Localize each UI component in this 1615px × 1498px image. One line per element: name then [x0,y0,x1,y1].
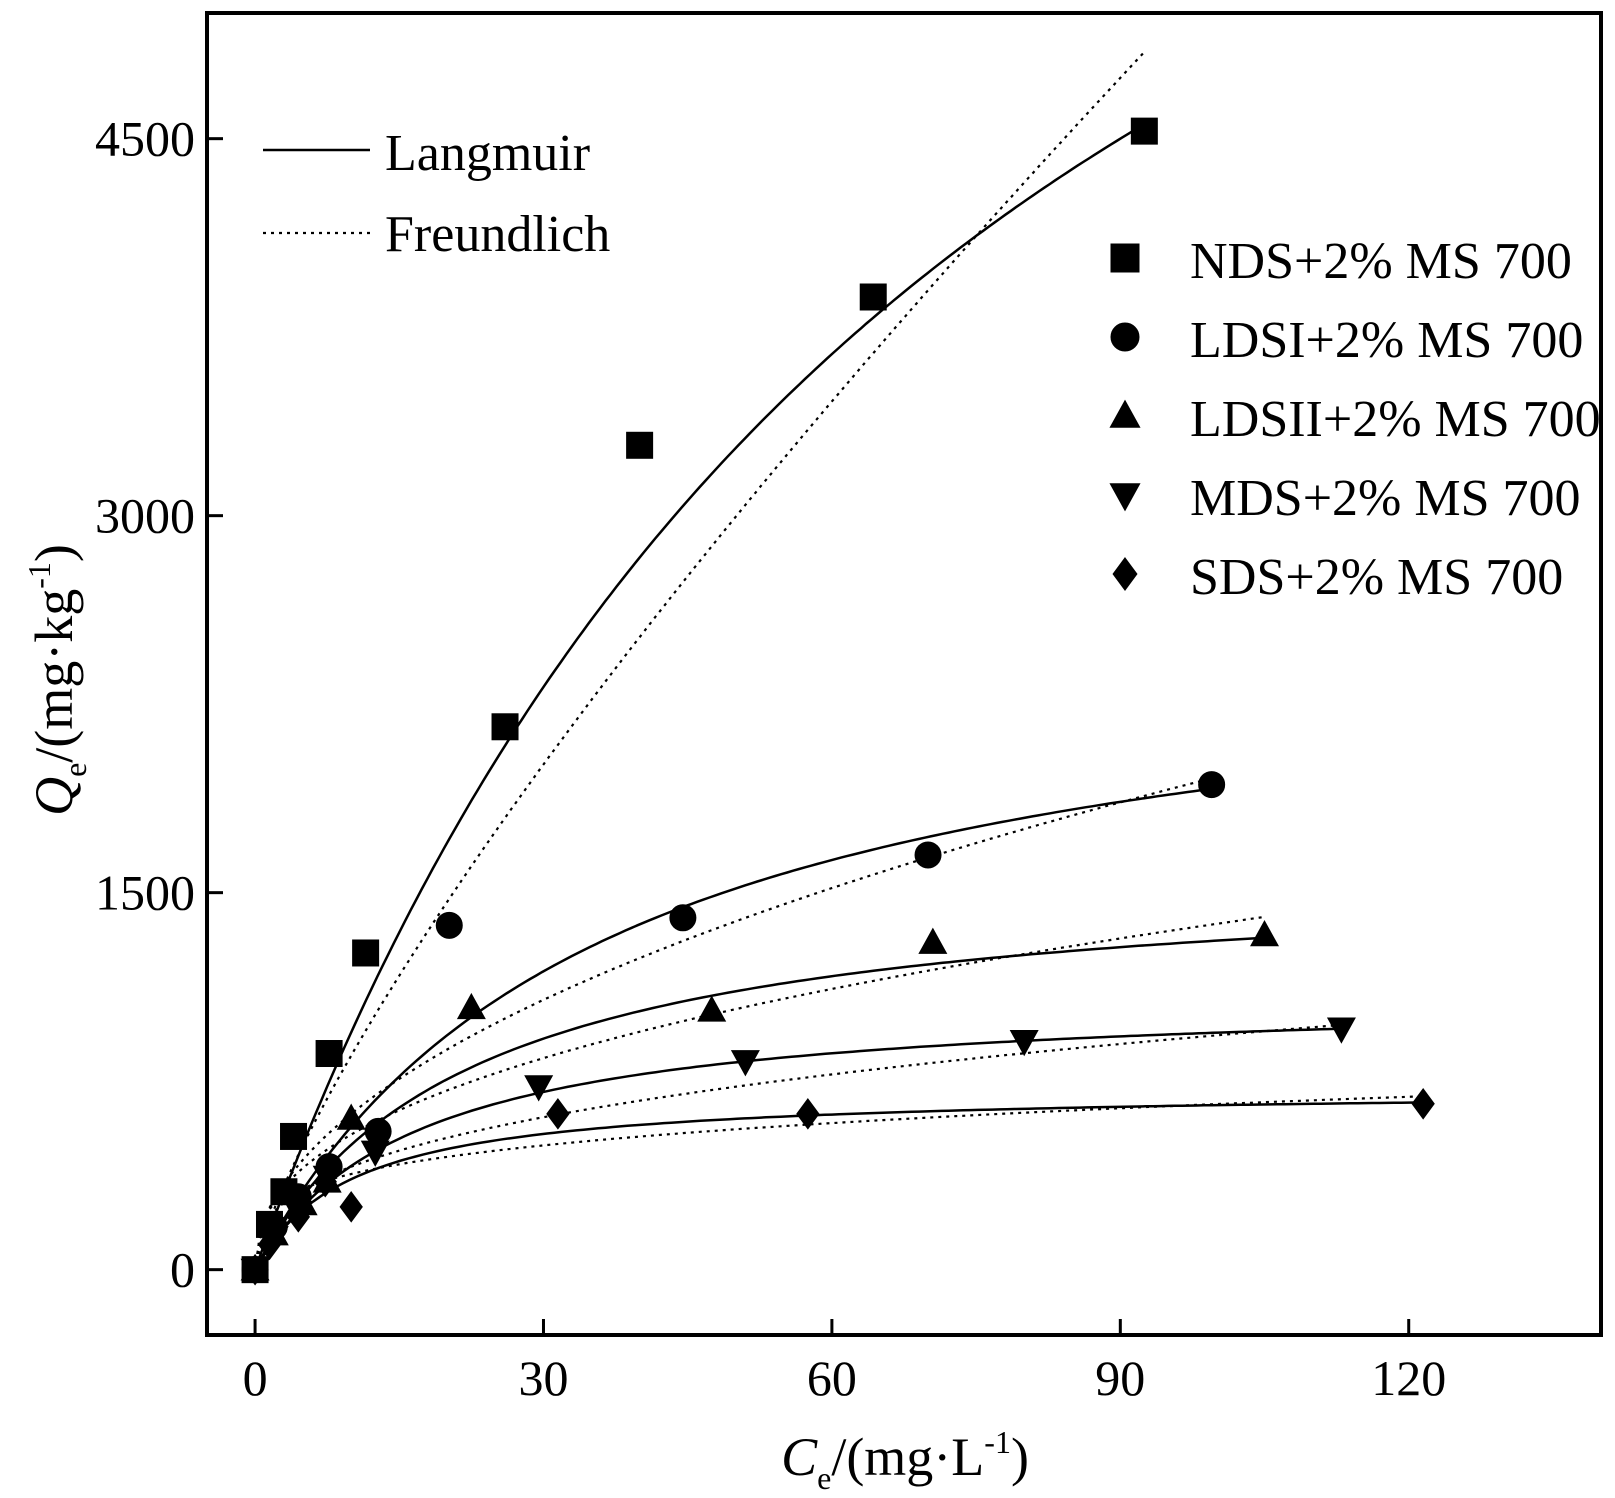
point-ldsi-2-ms-700-6 [669,904,697,932]
point-ldsi-2-ms-700-8 [1198,771,1226,799]
point-ldsi-2-ms-700-5 [435,911,463,939]
legend-label-ldsii-2-ms-700: LDSII+2% MS 700 [1190,391,1601,448]
point-nds-2-ms-700-4 [315,1040,343,1068]
legend-marker-ldsii-2-ms-700 [1109,399,1141,428]
point-mds-2-ms-700-6 [730,1050,760,1077]
series-legend: NDS+2% MS 700 LDSI+2% MS 700 LDSII+2% MS 7… [1109,233,1601,606]
fit-curves [253,51,1424,1271]
y-tick-label-0: 0 [170,1242,195,1298]
point-ldsii-2-ms-700-8 [1250,920,1280,947]
point-nds-2-ms-700-9 [1130,117,1158,145]
freundlich-fit-nds-2-ms-700 [254,51,1146,1270]
legend-marker-ldsi-2-ms-700 [1110,322,1140,352]
legend-marker-nds-2-ms-700 [1110,243,1140,273]
x-axis-title-sub: e [817,1460,831,1496]
langmuir-fit-sds-2-ms-700 [254,1101,1424,1271]
point-mds-2-ms-700-5 [524,1075,554,1102]
point-nds-2-ms-700-6 [491,713,519,741]
legend-label-mds-2-ms-700: MDS+2% MS 700 [1190,470,1581,527]
legend-label-sds-2-ms-700: SDS+2% MS 700 [1190,549,1563,606]
data-markers [240,117,1435,1286]
freundlich-fit-ldsii-2-ms-700 [254,915,1265,1270]
y-tick-label-2: 3000 [95,488,195,544]
x-axis-title-rest: /(mg·L [831,1427,984,1487]
langmuir-fit-mds-2-ms-700 [254,1027,1342,1271]
axes: 0 30 60 90 120 0 1500 3000 4500 [95,111,1446,1406]
legend-marker-sds-2-ms-700 [1112,557,1138,591]
legend-label-ldsi-2-ms-700: LDSI+2% MS 700 [1190,312,1583,369]
x-tick-label-1: 30 [518,1350,568,1406]
point-ldsi-2-ms-700-4 [364,1117,392,1145]
x-tick-label-2: 60 [807,1350,857,1406]
x-tick-label-0: 0 [243,1350,268,1406]
y-axis-title-rest: /(mg·kg [24,589,84,763]
point-mds-2-ms-700-8 [1326,1017,1356,1044]
point-sds-2-ms-700-0 [243,1253,267,1286]
langmuir-fit-nds-2-ms-700 [253,123,1145,1271]
point-nds-2-ms-700-7 [626,431,654,459]
freundlich-fit-ldsi-2-ms-700 [254,777,1212,1270]
point-sds-2-ms-700-1 [257,1228,282,1261]
point-ldsii-2-ms-700-7 [918,927,948,954]
y-axis-title-close: ) [24,544,84,562]
point-nds-2-ms-700-3 [280,1122,308,1150]
freundlich-fit-mds-2-ms-700 [254,1023,1342,1270]
y-tick-label-1: 1500 [95,865,195,921]
point-sds-2-ms-700-3 [313,1165,337,1198]
point-ldsi-2-ms-700-7 [914,841,942,869]
point-mds-2-ms-700-7 [1009,1030,1039,1057]
point-sds-2-ms-700-7 [1411,1087,1435,1120]
freundlich-fit-sds-2-ms-700 [254,1095,1424,1270]
x-axis-title-sup: -1 [984,1424,1011,1460]
x-axis-title-close: ) [1011,1427,1029,1487]
legend-label-nds-2-ms-700: NDS+2% MS 700 [1190,233,1572,290]
point-ldsii-2-ms-700-5 [456,992,486,1020]
langmuir-fit-ldsi-2-ms-700 [253,787,1212,1271]
langmuir-legend-label: Langmuir [385,125,590,182]
point-nds-2-ms-700-8 [859,283,887,311]
point-ldsii-2-ms-700-4 [336,1103,366,1130]
langmuir-fit-ldsii-2-ms-700 [254,936,1265,1271]
x-tick-label-4: 120 [1371,1350,1446,1406]
plot-frame [205,11,1603,1337]
legend-marker-mds-2-ms-700 [1109,483,1141,512]
svg-text:Ce/(mg·L-1): Ce/(mg·L-1) [781,1424,1029,1496]
point-sds-2-ms-700-4 [339,1191,363,1223]
point-sds-2-ms-700-6 [796,1098,820,1130]
x-tick-label-3: 90 [1095,1350,1145,1406]
point-mds-2-ms-700-4 [360,1140,390,1167]
x-axis-title-main: C [781,1427,818,1487]
point-nds-2-ms-700-5 [352,939,380,967]
freundlich-legend-label: Freundlich [385,206,610,263]
fit-legend: Langmuir Freundlich [263,125,610,263]
y-axis-title: Qe/(mg·kg-1) [21,544,93,816]
svg-text:Qe/(mg·kg-1): Qe/(mg·kg-1) [21,544,93,816]
point-ldsii-2-ms-700-6 [697,995,727,1022]
x-axis-title: Ce/(mg·L-1) [781,1424,1029,1496]
point-sds-2-ms-700-5 [546,1098,570,1130]
y-axis-title-sup: -1 [21,562,57,589]
y-axis-title-main: Q [24,777,84,816]
point-sds-2-ms-700-2 [286,1201,311,1233]
y-axis-title-sub: e [57,763,93,777]
y-tick-label-3: 4500 [95,111,195,167]
